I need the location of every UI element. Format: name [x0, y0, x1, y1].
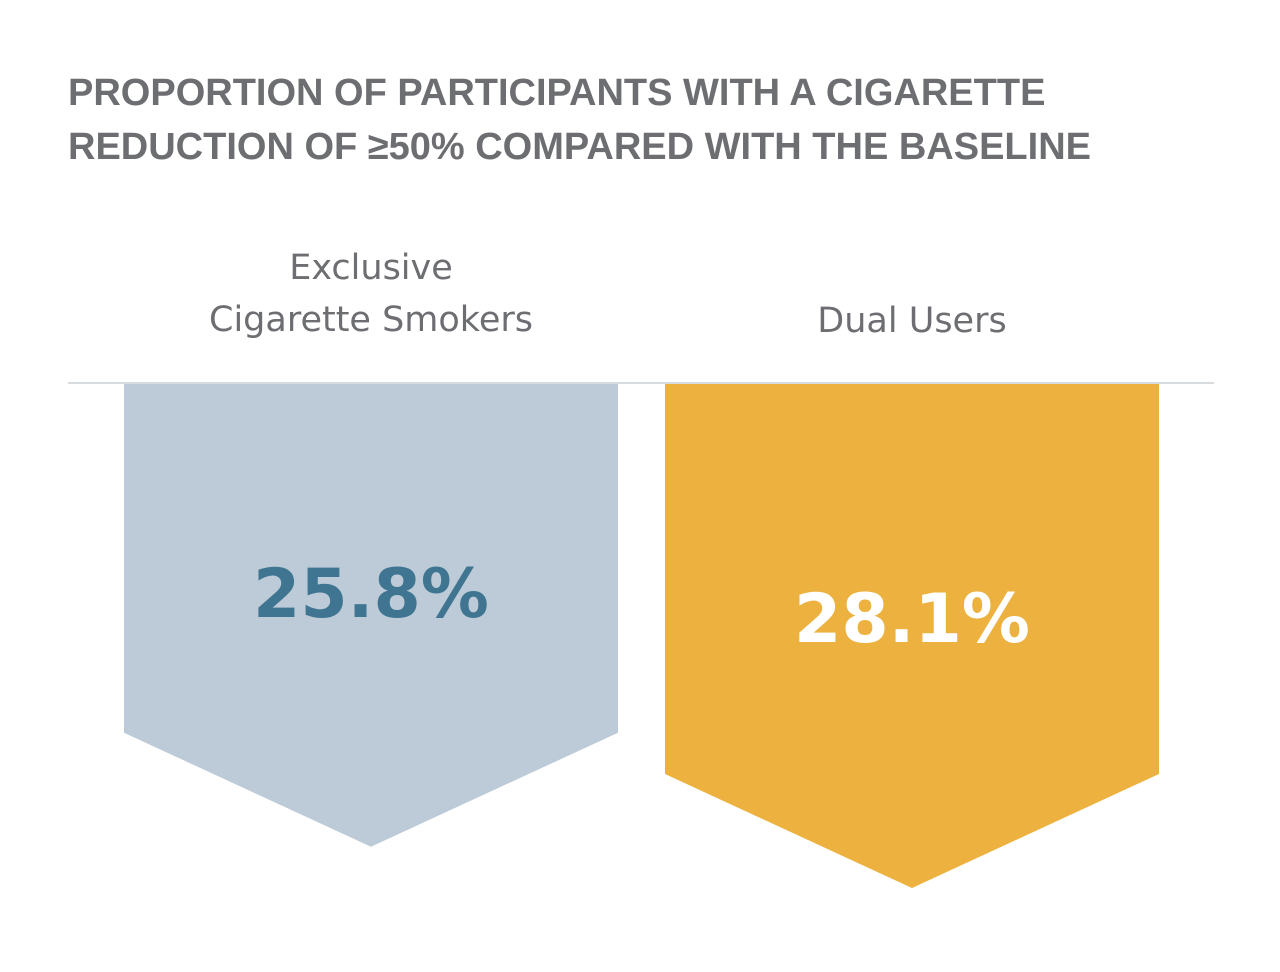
category-label-line: Cigarette Smokers	[209, 300, 533, 340]
chart-baseline	[68, 382, 1214, 384]
chart-title: PROPORTION OF PARTICIPANTS WITH A CIGARE…	[68, 66, 1228, 174]
bar-dual-users	[665, 384, 1159, 888]
value-label-dual-users: 28.1%	[794, 580, 1030, 659]
category-label-line: Exclusive	[289, 248, 453, 288]
value-label-exclusive-cigarette-smokers: 25.8%	[253, 555, 489, 634]
category-label-exclusive-cigarette-smokers: Exclusive Cigarette Smokers	[121, 242, 621, 346]
bar-exclusive-cigarette-smokers	[124, 384, 618, 847]
chart-title-line-1: PROPORTION OF PARTICIPANTS WITH A CIGARE…	[68, 72, 1046, 114]
category-label-dual-users: Dual Users	[662, 295, 1162, 347]
chart-title-line-2: REDUCTION OF ≥50% COMPARED WITH THE BASE…	[68, 126, 1091, 168]
category-label-line: Dual Users	[817, 301, 1007, 341]
